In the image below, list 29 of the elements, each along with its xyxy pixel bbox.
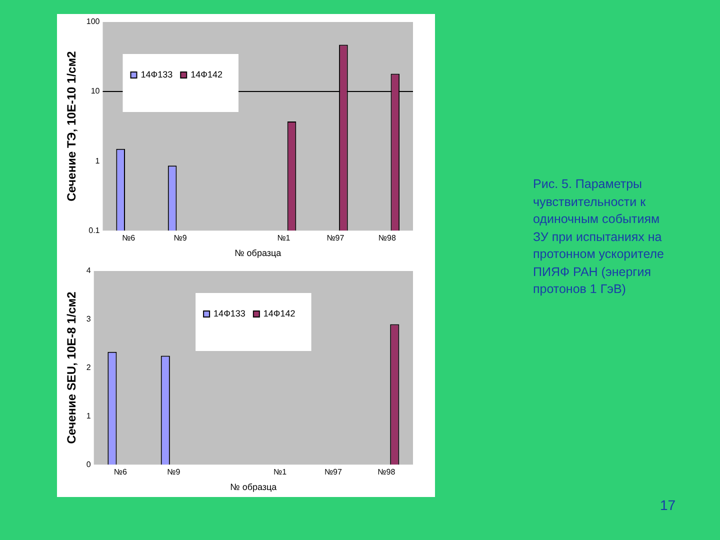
y-tick-label: 1	[86, 411, 92, 420]
y-tick-label: 3	[86, 314, 92, 324]
x-tick-label: №9	[167, 468, 181, 477]
x-tick-label: №97	[324, 468, 342, 477]
x-tick-label: №1	[274, 468, 288, 477]
y-tick-label: 10	[90, 86, 100, 96]
text: Рис. 5. Параметры чувствительности к одиночным событиям ЗУ при испытаниях на протонном ускорителе ПИЯФ РАН (энергия протонов 1 ГэВ)	[533, 176, 665, 298]
x-tick-label: №9	[174, 234, 188, 243]
text: 17	[660, 497, 676, 514]
x-axis-title: № образца	[234, 248, 282, 258]
y-axis-title: Сечение SEU, 10E-8 1/см2	[64, 291, 79, 444]
y-axis-title: Сечение ТЭ, 10E-10 1/см2	[64, 50, 79, 202]
x-tick-label: №97	[326, 234, 345, 243]
x-tick-label: №98	[378, 468, 396, 477]
x-tick-label: №6	[122, 234, 136, 243]
legend-label: 14Ф133	[140, 69, 173, 80]
y-tick-label: 100	[86, 17, 100, 26]
x-axis-title: № образца	[230, 482, 277, 492]
y-tick-label: 0	[86, 460, 92, 469]
x-tick-label: №6	[114, 468, 128, 477]
legend-label: 14Ф142	[190, 69, 222, 80]
x-tick-label: №1	[277, 234, 291, 243]
x-tick-label: №98	[378, 234, 396, 243]
y-tick-label: 4	[86, 266, 92, 276]
y-tick-label: 0.1	[88, 226, 100, 235]
legend-label: 14Ф133	[214, 308, 246, 318]
y-tick-label: 1	[95, 156, 100, 166]
legend-label: 14Ф142	[263, 308, 296, 318]
y-tick-label: 2	[86, 363, 92, 372]
